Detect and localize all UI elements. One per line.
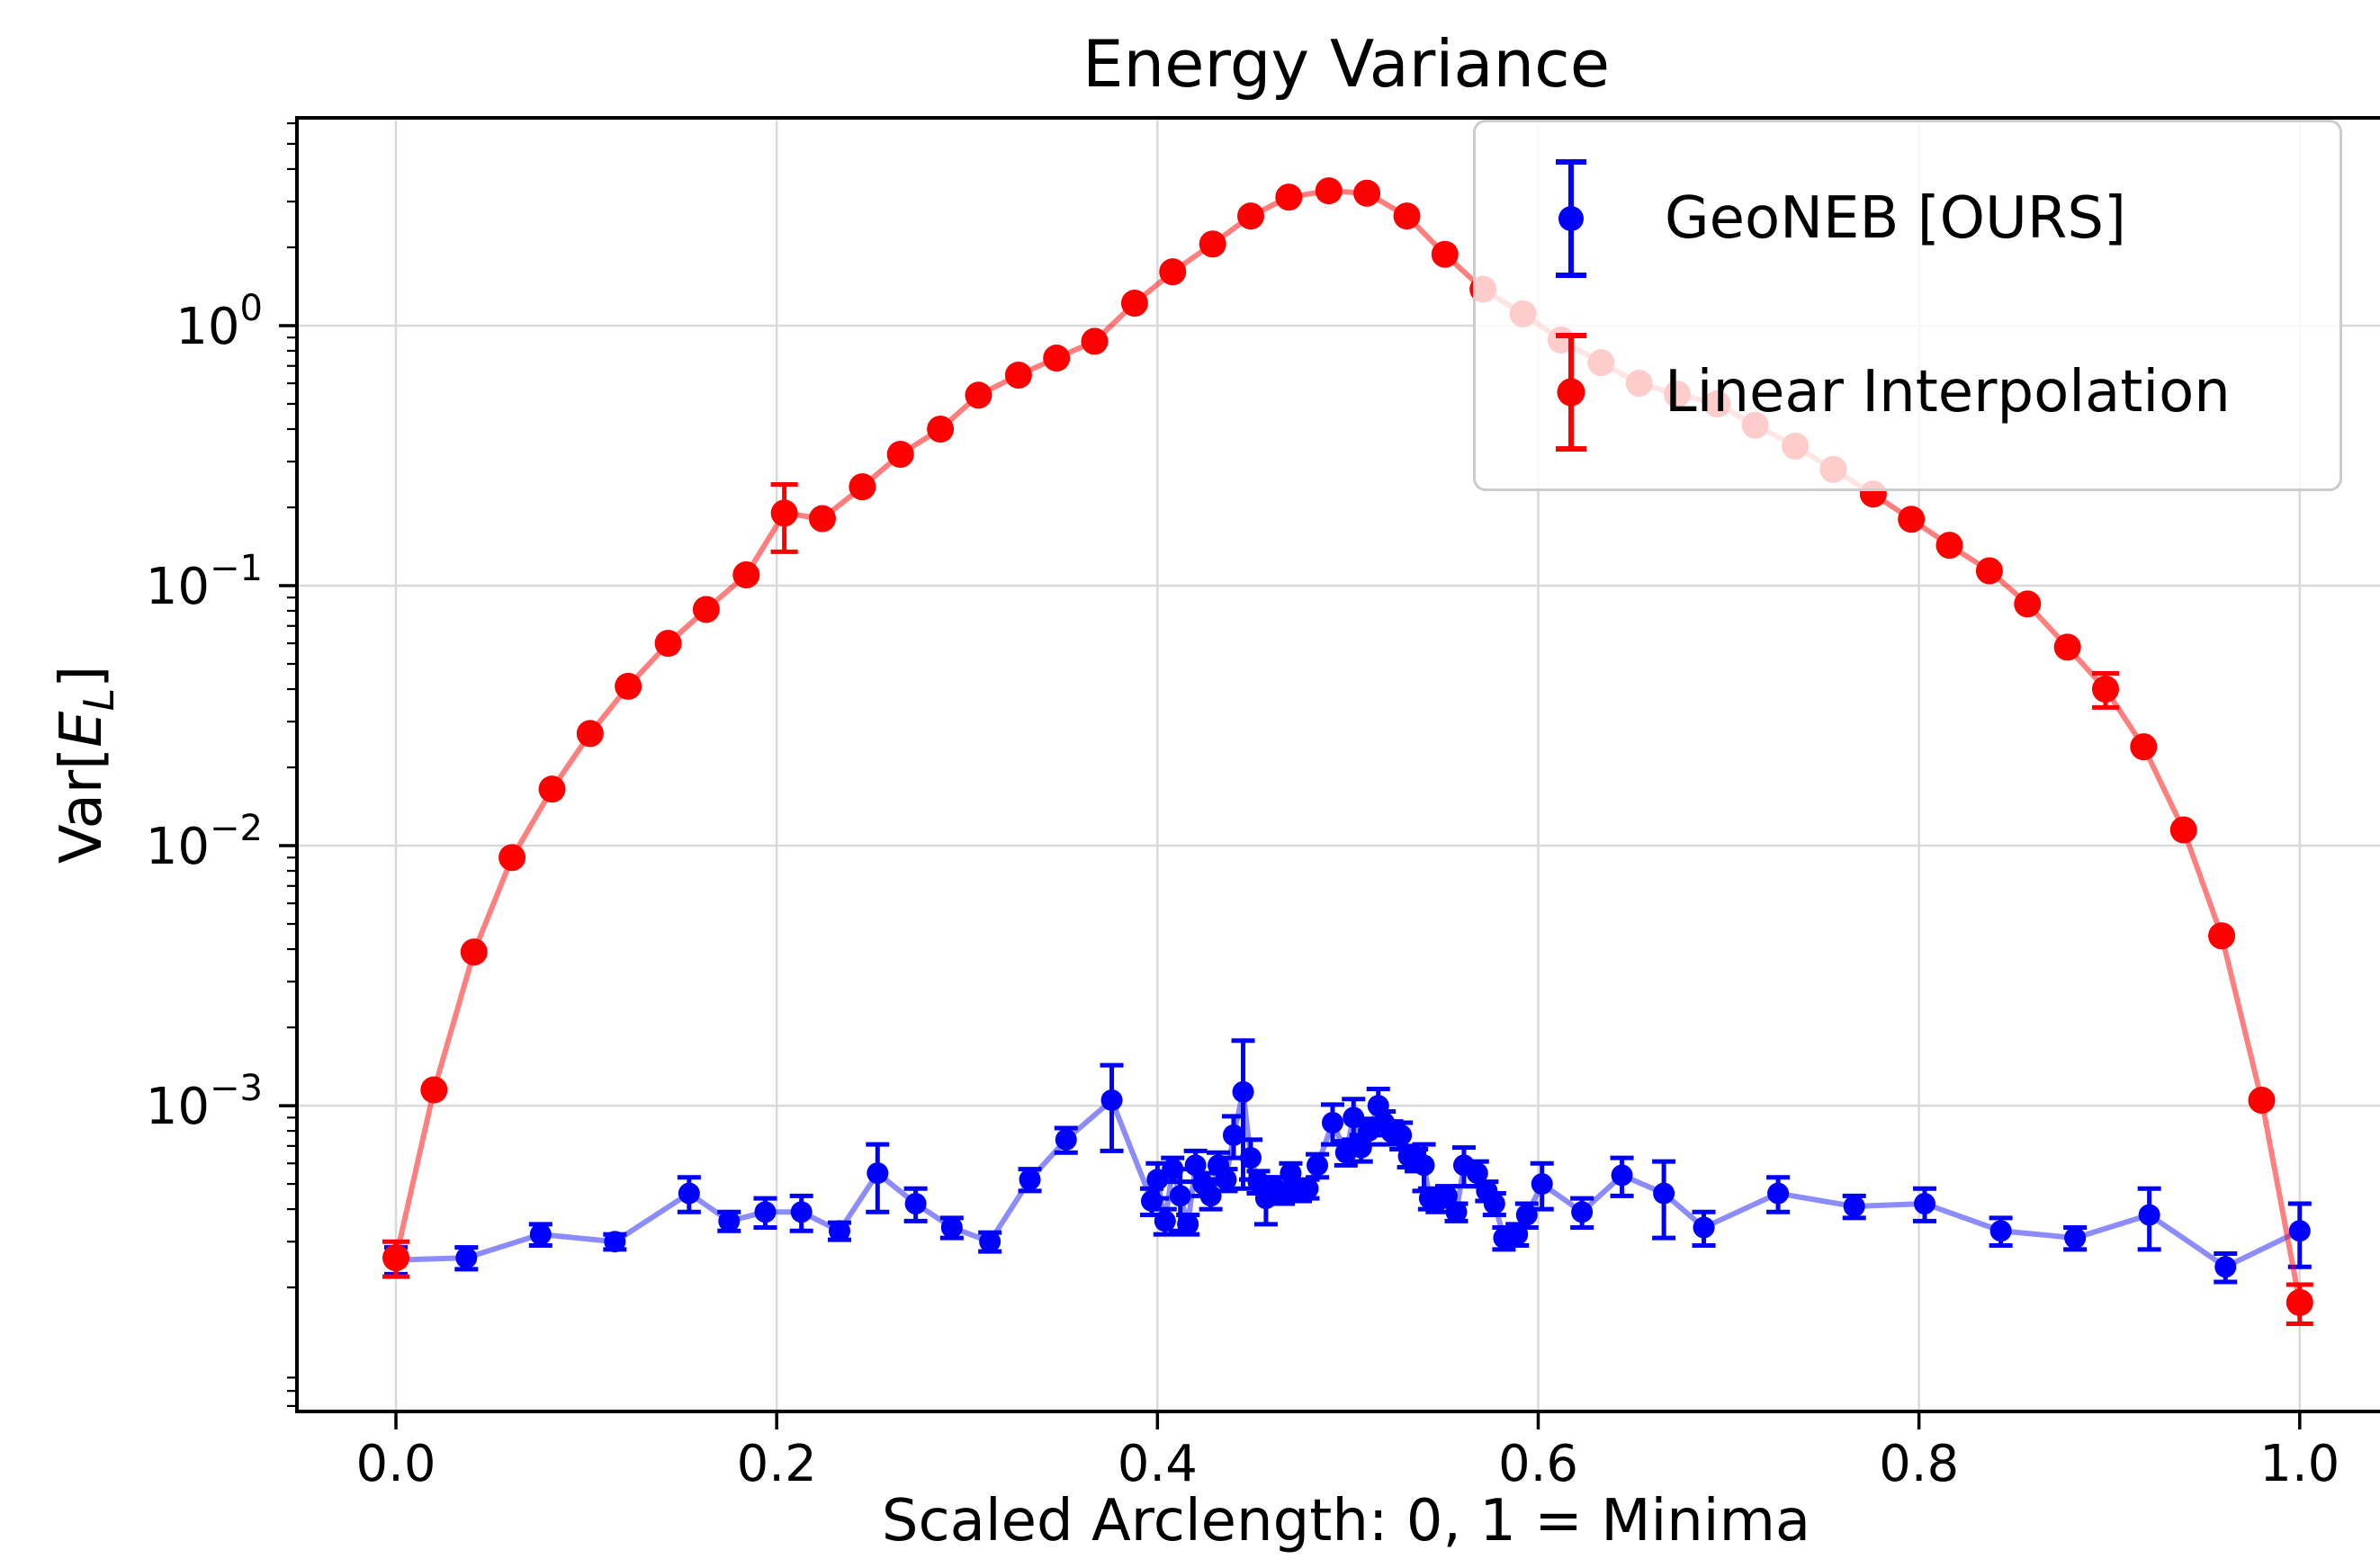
svg-text:0.0: 0.0: [355, 1435, 436, 1493]
svg-text:10−1: 10−1: [146, 548, 263, 616]
x-axis-label: Scaled Arclength: 0, 1 = Minima: [881, 1488, 1811, 1554]
energy-variance-figure: 0.0 0.2 0.4 0.6 0.8 1.0 100 10−1 10−2 10−3 Energy…: [36, 14, 2380, 1554]
y-label-suffix: ]: [49, 665, 116, 688]
legend-entry-geoneb: GeoNEB [OURS]: [1517, 131, 2340, 306]
svg-text:10−2: 10−2: [146, 808, 263, 876]
svg-text:0.6: 0.6: [1498, 1435, 1578, 1493]
legend-label-linear-interpolation: Linear Interpolation: [1665, 359, 2231, 426]
y-axis-label: Var[EL]: [49, 665, 124, 865]
y-label-variable: E: [49, 711, 116, 748]
legend-entry-linear-interpolation: Linear Interpolation: [1517, 306, 2340, 480]
legend-label-geoneb: GeoNEB [OURS]: [1665, 184, 2126, 252]
errorbar-marker-icon-blue: [1556, 158, 1586, 278]
svg-text:1.0: 1.0: [2259, 1435, 2340, 1493]
chart-title: Energy Variance: [1082, 26, 1610, 102]
svg-text:0.4: 0.4: [1118, 1435, 1198, 1493]
svg-text:10−3: 10−3: [146, 1068, 263, 1136]
errorbar-marker-icon-red: [1556, 333, 1586, 452]
legend: GeoNEB [OURS] Linear Interpolation: [1473, 120, 2342, 491]
svg-text:0.8: 0.8: [1879, 1435, 1959, 1493]
svg-text:100: 100: [175, 288, 263, 356]
y-label-prefix: Var[: [49, 747, 116, 865]
svg-text:0.2: 0.2: [737, 1435, 817, 1493]
y-label-subscript: L: [75, 687, 124, 712]
